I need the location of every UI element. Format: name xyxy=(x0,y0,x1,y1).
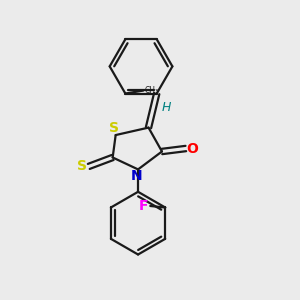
Text: O: O xyxy=(187,142,198,155)
Text: S: S xyxy=(109,121,119,135)
Text: H: H xyxy=(161,101,171,114)
Text: S: S xyxy=(77,159,87,173)
Text: F: F xyxy=(139,199,148,213)
Text: N: N xyxy=(131,169,142,183)
Text: CH₃: CH₃ xyxy=(145,86,159,95)
